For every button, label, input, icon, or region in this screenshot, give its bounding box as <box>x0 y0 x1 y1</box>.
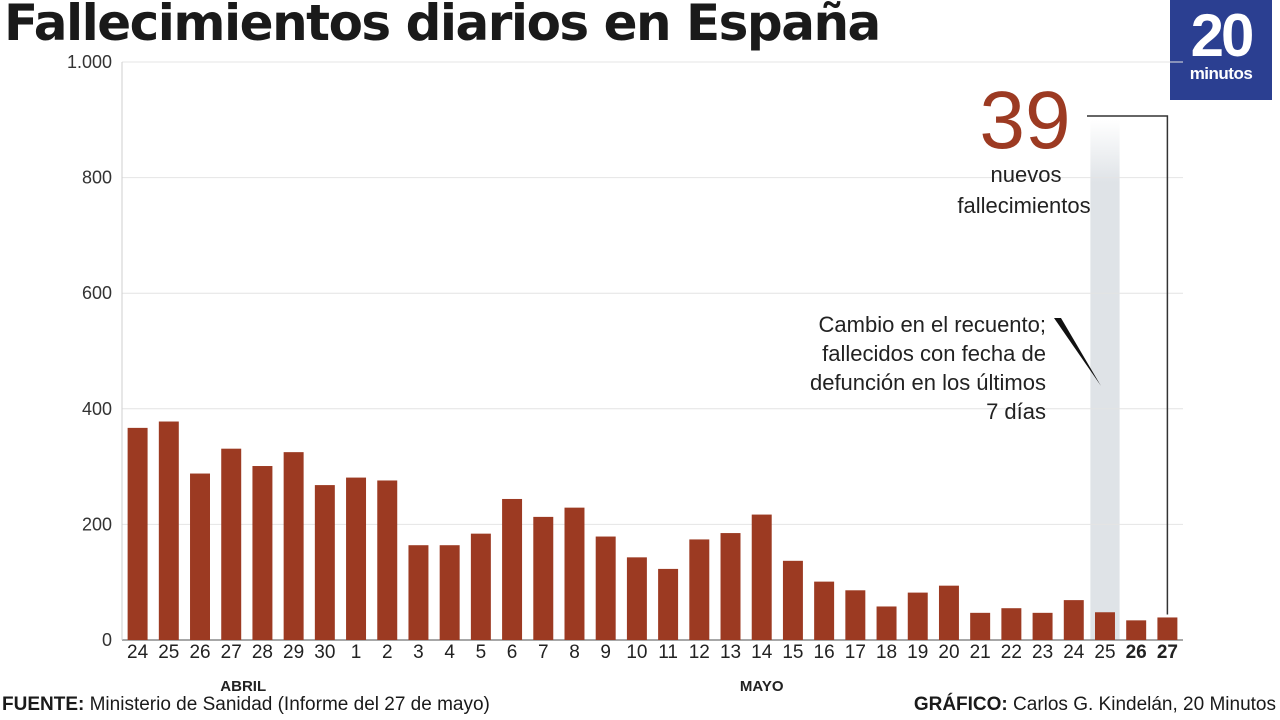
x-tick-label: 3 <box>413 642 424 663</box>
bar <box>346 477 367 640</box>
x-tick-label: 25 <box>158 642 179 663</box>
x-tick-label: 13 <box>720 642 741 663</box>
bar <box>938 585 959 640</box>
bar <box>314 485 335 640</box>
source-text: Ministerio de Sanidad (Informe del 27 de… <box>89 694 490 715</box>
chart-title: Fallecimientos diarios en España <box>4 0 881 52</box>
bar <box>127 427 148 640</box>
y-tick-label: 1.000 <box>67 52 112 72</box>
bar <box>158 421 179 640</box>
bar <box>1063 600 1084 640</box>
brand-logo: 20 minutos <box>1170 0 1272 100</box>
bar <box>439 545 460 640</box>
x-tick-label: 28 <box>252 642 273 663</box>
x-tick-label: 18 <box>876 642 897 663</box>
recount-change-band <box>1090 120 1120 640</box>
x-tick-label: 12 <box>689 642 710 663</box>
bar <box>814 581 835 640</box>
x-tick-label: 27 <box>1157 642 1178 663</box>
x-tick-label: 30 <box>314 642 335 663</box>
x-tick-label: 4 <box>444 642 455 663</box>
x-tick-label: 27 <box>221 642 242 663</box>
credit-text: Carlos G. Kindelán, 20 Minutos <box>1013 694 1276 715</box>
x-tick-label: 17 <box>845 642 866 663</box>
x-tick-label: 7 <box>538 642 549 663</box>
x-tick-label: 19 <box>907 642 928 663</box>
x-tick-label: 21 <box>970 642 991 663</box>
y-tick-label: 800 <box>82 168 112 188</box>
x-tick-label: 24 <box>127 642 149 663</box>
bar <box>626 557 647 640</box>
bar <box>252 466 273 640</box>
x-tick-label: 26 <box>189 642 210 663</box>
x-tick-label: 8 <box>569 642 580 663</box>
bar <box>221 448 242 640</box>
x-tick-label: 16 <box>814 642 835 663</box>
bar <box>1157 617 1178 640</box>
highlight-label-line1: nuevos <box>991 162 1062 187</box>
annotation-line: Cambio en el recuento; <box>819 312 1046 337</box>
bar <box>751 514 772 640</box>
annotation-line: fallecidos con fecha de <box>822 341 1046 366</box>
x-tick-label: 2 <box>382 642 393 663</box>
bar <box>907 592 928 640</box>
credit-label: GRÁFICO: <box>913 694 1008 715</box>
bar <box>1094 612 1115 640</box>
logo-word: minutos <box>1189 64 1253 83</box>
y-tick-label: 200 <box>82 514 112 534</box>
bar <box>377 480 398 640</box>
source-label: FUENTE: <box>2 694 85 715</box>
x-tick-label: 14 <box>751 642 773 663</box>
x-tick-label: 5 <box>476 642 487 663</box>
month-label: ABRIL <box>220 678 266 695</box>
bar <box>1032 612 1053 640</box>
x-tick-label: 22 <box>1001 642 1022 663</box>
bar <box>533 516 554 640</box>
x-tick-label: 26 <box>1126 642 1147 663</box>
bar <box>658 568 679 640</box>
x-tick-label: 10 <box>626 642 647 663</box>
bar <box>190 473 211 640</box>
annotation-line: defunción en los últimos <box>810 370 1046 395</box>
x-tick-label: 1 <box>351 642 362 663</box>
x-tick-label: 25 <box>1094 642 1115 663</box>
bar <box>845 590 866 640</box>
bar <box>720 533 741 640</box>
annotation-line: 7 días <box>986 399 1046 424</box>
y-tick-label: 600 <box>82 283 112 303</box>
bar <box>408 545 429 640</box>
bar <box>595 536 616 640</box>
source-credit: FUENTE: Ministerio de Sanidad (Informe d… <box>2 694 490 716</box>
x-tick-label: 6 <box>507 642 518 663</box>
month-label: MAYO <box>740 678 784 695</box>
bar <box>876 606 897 640</box>
bar <box>564 507 585 640</box>
bar <box>970 612 991 640</box>
graphic-credit: GRÁFICO: Carlos G. Kindelán, 20 Minutos <box>914 694 1276 716</box>
bar <box>782 560 803 640</box>
highlight-label-line2: fallecimientos <box>957 193 1090 218</box>
x-tick-label: 23 <box>1032 642 1053 663</box>
x-tick-label: 15 <box>782 642 803 663</box>
bar <box>470 533 491 640</box>
bar <box>1001 608 1022 640</box>
x-tick-label: 24 <box>1063 642 1085 663</box>
highlight-leader-line <box>1087 115 1169 615</box>
y-tick-label: 0 <box>102 630 112 650</box>
x-tick-label: 9 <box>600 642 611 663</box>
x-tick-label: 29 <box>283 642 304 663</box>
x-tick-label: 20 <box>938 642 959 663</box>
bar <box>502 498 523 640</box>
bar <box>689 539 710 640</box>
highlight-value: 39 <box>979 75 1070 166</box>
x-tick-label: 11 <box>658 642 678 663</box>
y-tick-label: 400 <box>82 399 112 419</box>
bar <box>283 452 304 640</box>
bar <box>1126 620 1147 640</box>
logo-number: 20 <box>1190 2 1255 69</box>
annotation-pointer <box>1054 318 1101 386</box>
